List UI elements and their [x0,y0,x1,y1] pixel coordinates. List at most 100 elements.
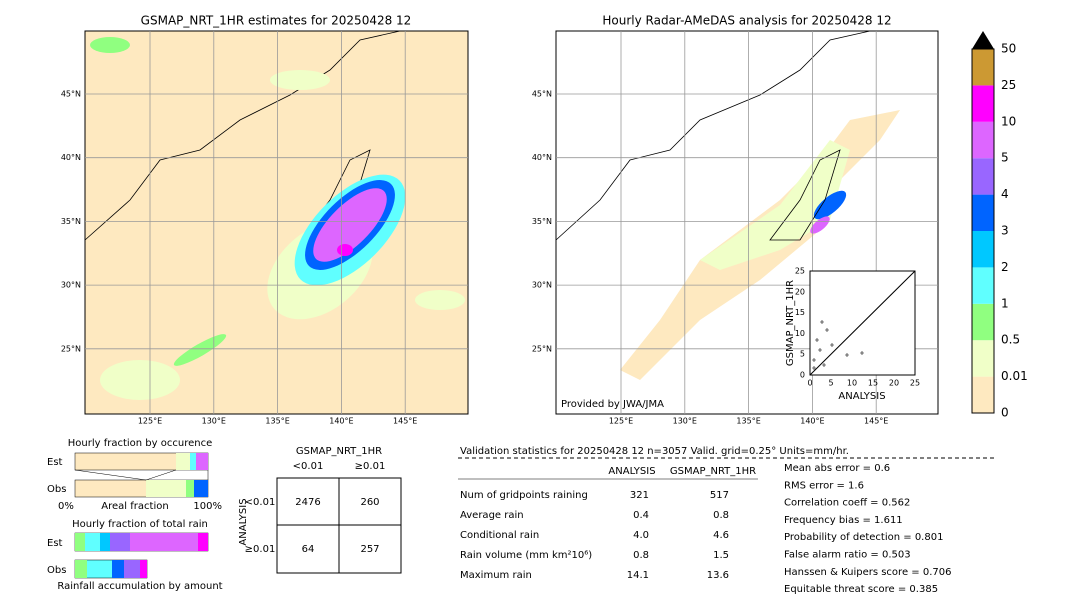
axis-label: 100% [193,501,222,512]
color-segment [972,267,994,304]
col-header: GSMAP_NRT_1HR [670,466,756,477]
row-value: 0.4 [633,510,649,521]
lat-label: 25°N [532,344,552,353]
colorbar-label: 0 [1001,406,1009,420]
lat-label: 45°N [61,90,81,99]
y-tick-label: 0 [800,371,805,380]
row-label: Average rain [460,510,524,521]
score: Probability of detection = 0.801 [784,532,943,543]
lon-label: 130°E [202,417,226,426]
y-label: GSMAP_NRT_1HR [785,280,796,366]
colorbar-label: 4 [1001,187,1009,201]
x-tick-label: 15 [868,379,878,388]
colorbar-frame [971,48,995,414]
axis-label: Areal fraction [101,501,168,512]
color-segment [972,85,994,122]
row-label: Maximum rain [460,570,532,581]
lat-label: 45°N [532,90,552,99]
col-header: ≥0.01 [355,461,386,472]
scatter-inset: ANALYSIS GSMAP_NRT_1HR [785,270,916,402]
row-value: 0.8 [633,550,649,561]
colorbar: 0 0.01 0.5 1 2 3 4 5 10 25 50 [971,31,1028,420]
validation-stats: Validation statistics for 20250428 12 n=… [458,446,996,595]
lon-label: 145°E [393,417,417,426]
color-segment [972,231,994,268]
score: Hanssen & Kuipers score = 0.706 [784,567,951,578]
color-segment [972,158,994,195]
row-label: Est [47,538,63,549]
row-label: Obs [47,484,66,495]
row-value: 4.0 [633,530,649,541]
lat-label: 40°N [532,153,552,162]
score: Frequency bias = 1.611 [784,515,903,526]
x-label: ANALYSIS [838,391,885,402]
score: Correlation coeff = 0.562 [784,498,910,509]
color-segment [972,303,994,341]
lat-label: 30°N [61,281,81,290]
colorbar-label: 5 [1001,151,1009,165]
panel-title: Hourly fraction by occurence [68,438,212,449]
cell: 260 [360,497,379,508]
col-header: <0.01 [293,461,324,472]
row-label: Num of gridpoints raining [460,490,588,501]
row-header: <0.01 [245,497,276,508]
color-segment [972,121,994,159]
row-value: 321 [630,490,649,501]
row-value: 0.8 [713,510,729,521]
color-segment [972,194,994,231]
x-tick-label: 25 [910,379,920,388]
row-value: 13.6 [707,570,729,581]
header: Validation statistics for 20250428 12 n=… [460,446,849,457]
color-segment [972,340,994,377]
y-tick-label: 25 [795,267,805,276]
row-value: 14.1 [627,570,649,581]
colorbar-label: 2 [1001,260,1009,274]
contingency-table: GSMAP_NRT_1HR <0.01 ≥0.01 ANALYSIS <0.01… [238,446,402,574]
y-tick-label: 20 [795,287,805,296]
lon-label: 135°E [736,417,760,426]
lat-label: 35°N [532,217,552,226]
row-value: 517 [710,490,729,501]
panel-title: Hourly fraction of total rain [72,519,208,530]
colorbar-label: 3 [1001,224,1009,238]
y-tick-label: 15 [795,308,805,317]
total-rain-panel: Hourly fraction of total rain Est Obs Ra… [47,519,223,592]
axis-label: 0% [58,501,74,512]
side-label: ANALYSIS [238,498,249,545]
color-segment [972,376,994,413]
occurrence-panel: Hourly fraction by occurence Est Obs 0% … [47,438,222,512]
cell: 2476 [295,497,320,508]
title: GSMAP_NRT_1HR estimates for 20250428 12 [141,14,412,28]
colorbar-label: 0.5 [1001,333,1020,347]
colorbar-label: 10 [1001,114,1016,128]
y-tick-label: 5 [800,350,805,359]
lat-label: 35°N [61,217,81,226]
lat-label: 40°N [61,153,81,162]
lon-label: 125°E [138,417,162,426]
lon-label: 125°E [609,417,633,426]
table-title: GSMAP_NRT_1HR [296,446,382,457]
lon-label: 135°E [265,417,289,426]
row-label: Rain volume (mm km²10⁶) [460,550,592,561]
score: False alarm ratio = 0.503 [784,550,911,561]
row-label: Obs [47,565,66,576]
score: Equitable threat score = 0.385 [784,584,938,595]
score: Mean abs error = 0.6 [784,463,890,474]
credit: Provided by JWA/JMA [561,399,664,410]
colorbar-label: 1 [1001,296,1009,310]
title: Hourly Radar-AMeDAS analysis for 2025042… [602,14,891,28]
y-tick-label: 10 [795,329,805,338]
cell: 64 [302,544,315,555]
colorbar-label: 50 [1001,42,1016,56]
x-tick-label: 10 [847,379,857,388]
cell: 257 [360,544,379,555]
lon-label: 145°E [864,417,888,426]
x-tick-label: 0 [807,379,812,388]
left-map: GSMAP_NRT_1HR estimates for 20250428 12 [84,14,469,415]
row-label: Conditional rain [460,530,539,541]
row-label: Est [47,457,63,468]
panel-footer: Rainfall accumulation by amount [57,581,222,592]
colorbar-label: 25 [1001,78,1016,92]
lon-label: 140°E [800,417,824,426]
